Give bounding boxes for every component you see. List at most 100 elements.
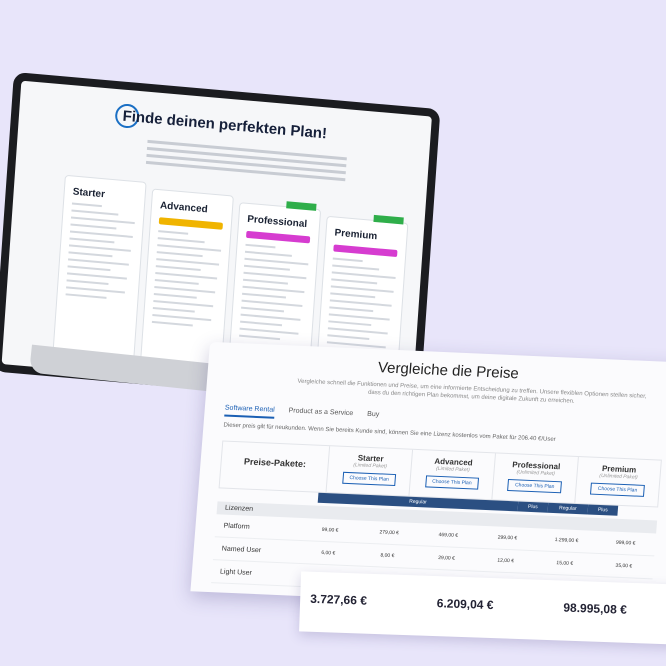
plan-badge [286, 201, 317, 211]
feature-line [66, 279, 109, 286]
tab[interactable]: Buy [366, 410, 380, 419]
feature-line [65, 293, 107, 299]
feature-line [155, 265, 201, 271]
price-cell: 1.299,00 € [554, 537, 579, 545]
feature-line [154, 286, 216, 294]
feature-line [241, 306, 285, 313]
price-cell: 12,00 € [497, 557, 515, 565]
feature-line [239, 327, 299, 335]
feature-line [152, 313, 212, 322]
feature-line [331, 278, 378, 285]
feature-line [329, 306, 374, 313]
feature-line [243, 271, 307, 280]
row-label: Platform [223, 522, 250, 531]
feature-line [66, 286, 125, 294]
plan-badge [373, 214, 404, 225]
plan-name: Advanced [159, 200, 209, 216]
feature-line [153, 299, 214, 308]
plan-button [158, 217, 223, 230]
plan-name: Premium [334, 227, 378, 243]
feature-line [331, 271, 396, 280]
feature-line [239, 334, 281, 341]
feature-line [67, 265, 111, 272]
feature-line [243, 264, 290, 271]
plan-header: Advanced (Limited Paket) Choose This Plan [408, 449, 496, 500]
feature-line [153, 293, 197, 299]
plan-name: Professional [246, 213, 308, 231]
feature-line [328, 320, 372, 327]
feature-line [71, 202, 102, 208]
price-cell: 15,00 € [556, 560, 574, 567]
feature-line [244, 257, 309, 266]
price-cell: 6,00 € [321, 549, 336, 557]
feature-line [241, 299, 303, 307]
total-price: 6.209,04 € [436, 596, 494, 613]
price-cell: 279,00 € [379, 529, 400, 537]
feature-line [329, 299, 392, 307]
choose-button[interactable]: Choose This Plan [507, 478, 562, 494]
price-cell: 999,00 € [615, 539, 636, 547]
feature-line [242, 278, 288, 285]
feature-line [242, 292, 287, 299]
totals: 3.727,66 € 6.209,04 € 98.995,08 € [299, 571, 666, 645]
feature-line [68, 244, 131, 252]
feature-line [67, 258, 129, 266]
total-price: 98.995,08 € [563, 600, 628, 617]
feature-line [240, 313, 301, 321]
tab[interactable]: Product as a Service [288, 407, 354, 418]
feature-line [240, 320, 283, 327]
plan-button [333, 244, 398, 258]
feature-line [155, 272, 218, 280]
feature-line [330, 292, 376, 299]
feature-line [157, 237, 205, 244]
feature-line [156, 251, 203, 258]
feature-line [154, 279, 199, 285]
plan-button [245, 230, 311, 244]
feature-line [327, 334, 370, 340]
feature-line [328, 313, 390, 321]
feature-line [70, 223, 117, 230]
plan-header: Professional (Unlimited Paket) Choose This… [491, 453, 579, 503]
feature-line [152, 306, 195, 313]
feature-line [244, 250, 292, 257]
feature-line [242, 285, 305, 294]
intro-text [145, 136, 348, 185]
feature-line [332, 257, 363, 263]
feature-line [156, 258, 220, 266]
choose-button[interactable]: Choose This Plan [341, 471, 397, 487]
feature-line [158, 230, 189, 235]
toggle: Regular [547, 502, 589, 515]
toggle: Plus [517, 501, 549, 513]
note: Dieser preis gilt für neukunden. Wenn Si… [223, 422, 556, 444]
plan-header: Starter (Limited Paket) Choose This Plan [325, 446, 413, 496]
price-cell: 99,00 € [321, 526, 339, 534]
price-cell: 8,00 € [380, 552, 395, 560]
feature-line [67, 272, 127, 280]
table-heading: Preise-Pakete: [243, 456, 307, 470]
row-label: Named User [221, 545, 262, 554]
feature-line [69, 237, 115, 244]
feature-line [71, 209, 119, 216]
price-cell: 299,00 € [497, 534, 518, 542]
total-price: 3.727,66 € [309, 591, 368, 608]
plan-name: Starter [72, 186, 106, 201]
feature-line [330, 285, 394, 293]
price-cell: 469,00 € [438, 532, 459, 539]
feature-line [157, 244, 222, 252]
comparison-sheet: Vergleiche die Preise Vergleiche schnell… [190, 341, 666, 613]
feature-line [69, 230, 133, 238]
price-cell: 29,00 € [437, 555, 456, 562]
choose-button[interactable]: Choose This Plan [424, 475, 480, 490]
feature-line [332, 264, 380, 271]
feature-line [327, 327, 388, 335]
plan-header: Premium (Unlimited Paket) Choose This Plan [574, 457, 661, 507]
tab[interactable]: Software Rental [224, 404, 275, 419]
toggle: Plus [587, 504, 619, 516]
feature-line [245, 243, 276, 249]
feature-line [68, 251, 113, 258]
feature-line [70, 216, 135, 225]
tabs: Software Rental Product as a Service Buy [224, 404, 394, 419]
choose-button[interactable]: Choose This Plan [590, 482, 645, 497]
feature-line [151, 320, 193, 327]
